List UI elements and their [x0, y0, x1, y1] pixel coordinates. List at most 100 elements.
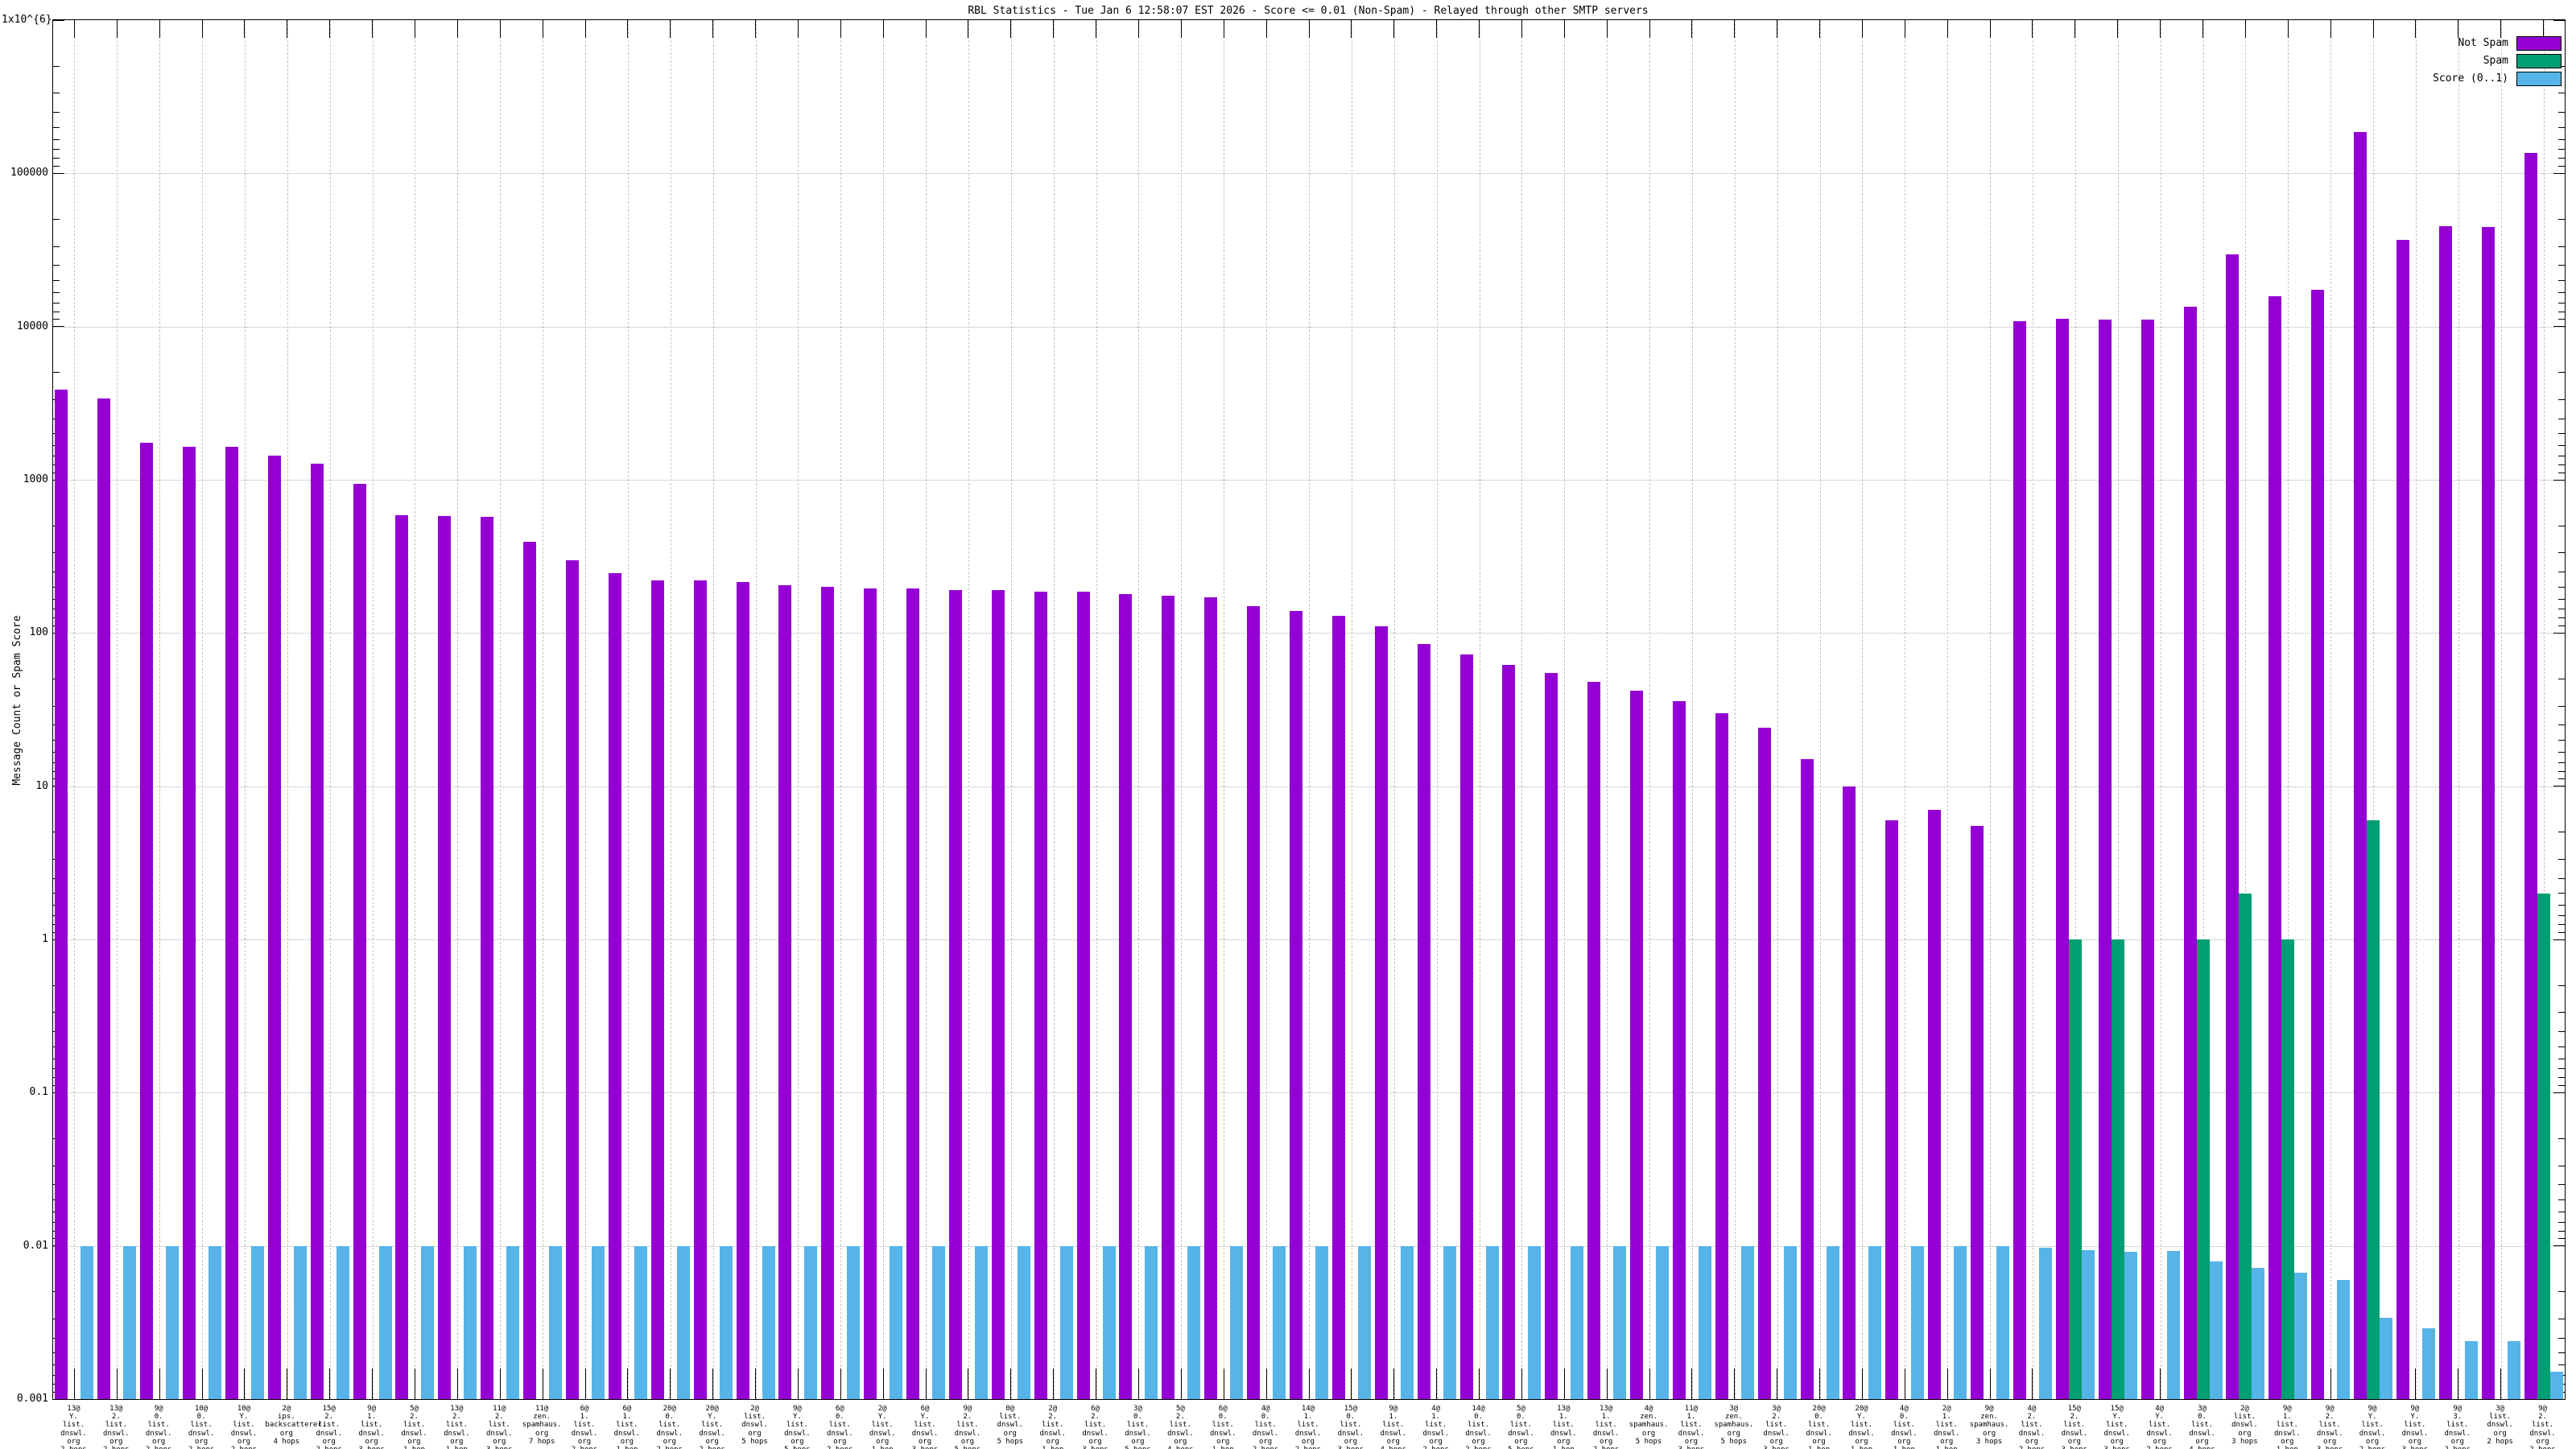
x-gridline	[1309, 20, 1310, 1399]
x-tick-label: 4@0.list.dnswl.org1 hop	[1883, 1405, 1926, 1449]
bar-score	[208, 1246, 221, 1399]
x-gridline	[1521, 20, 1522, 1399]
bar-not-spam	[821, 587, 834, 1399]
y-minor-tick-right	[2558, 752, 2565, 753]
x-tick-bottom	[798, 1368, 799, 1399]
x-tick-top	[1266, 20, 1267, 38]
bar-not-spam	[1502, 665, 1515, 1399]
x-tick-top	[1436, 20, 1437, 38]
y-minor-tick-right	[2558, 985, 2565, 986]
x-tick-top	[2415, 20, 2416, 38]
bar-score	[2167, 1251, 2180, 1399]
bar-score	[932, 1246, 945, 1399]
x-tick-bottom	[1607, 1368, 1608, 1399]
y-minor-tick-left	[53, 112, 60, 113]
bar-not-spam	[1247, 606, 1260, 1399]
x-tick-label: 4@zen.spamhaus.org5 hops	[1628, 1405, 1670, 1446]
y-tick-label: 1x10^{6}	[2, 14, 48, 26]
y-major-tick-right	[2553, 326, 2565, 327]
x-tick-label: 6@1.list.dnswl.org1 hop	[605, 1405, 648, 1449]
bar-score	[1443, 1246, 1456, 1399]
bar-not-spam	[1119, 594, 1132, 1399]
x-tick-top	[1564, 20, 1565, 38]
bar-not-spam	[55, 390, 68, 1399]
y-minor-tick-right	[2558, 893, 2565, 894]
bar-not-spam	[1034, 592, 1047, 1399]
x-tick-top	[2160, 20, 2161, 38]
x-tick-bottom	[74, 1368, 75, 1399]
bar-score	[2422, 1328, 2435, 1399]
bar-not-spam	[395, 515, 408, 1399]
x-gridline	[1607, 20, 1608, 1399]
x-tick-label: 14@1.list.dnswl.org2 hops	[1287, 1405, 1330, 1449]
x-gridline	[713, 20, 714, 1399]
bar-score	[1018, 1246, 1030, 1399]
y-minor-tick-right	[2558, 724, 2565, 725]
x-tick-bottom	[585, 1368, 586, 1399]
x-tick-label: 15@0.list.dnswl.org3 hops	[1329, 1405, 1372, 1449]
bar-not-spam	[183, 447, 196, 1399]
bar-not-spam	[2013, 321, 2026, 1399]
x-gridline	[500, 20, 501, 1399]
x-tick-top	[585, 20, 586, 38]
y-minor-tick-right	[2558, 1077, 2565, 1078]
x-tick-label: 9@1.list.dnswl.org3 hops	[350, 1405, 393, 1449]
bar-not-spam	[2482, 227, 2495, 1399]
bar-not-spam	[651, 580, 664, 1399]
bar-score	[1315, 1246, 1328, 1399]
bar-not-spam	[1204, 597, 1217, 1399]
bar-not-spam	[2396, 240, 2409, 1399]
x-tick-top	[2117, 20, 2118, 38]
bar-not-spam	[1630, 691, 1643, 1399]
x-tick-label: 5@2.list.dnswl.org4 hops	[1159, 1405, 1202, 1449]
x-tick-label: 2@list.dnswl.org3 hops	[2223, 1405, 2266, 1446]
x-tick-top	[2500, 20, 2501, 38]
bar-score	[1613, 1246, 1626, 1399]
x-tick-bottom	[2330, 1368, 2331, 1399]
x-tick-label: 20@Y.list.dnswl.org2 hops	[691, 1405, 733, 1449]
bar-score	[720, 1246, 733, 1399]
x-tick-label: 6@Y.list.dnswl.org3 hops	[904, 1405, 947, 1449]
y-major-tick-left	[53, 20, 64, 21]
x-tick-bottom	[1990, 1368, 1991, 1399]
x-tick-top	[883, 20, 884, 38]
bar-score	[1784, 1246, 1797, 1399]
x-tick-top	[2245, 20, 2246, 38]
x-gridline	[883, 20, 884, 1399]
bar-score	[2124, 1252, 2137, 1399]
bar-score	[506, 1246, 519, 1399]
x-gridline	[1266, 20, 1267, 1399]
bar-spam	[2537, 894, 2550, 1399]
x-tick-top	[244, 20, 245, 38]
y-minor-tick-right	[2558, 292, 2565, 293]
bar-score	[549, 1246, 562, 1399]
y-minor-tick-right	[2558, 1364, 2565, 1365]
x-tick-label: 14@0.list.dnswl.org2 hops	[1457, 1405, 1500, 1449]
x-gridline	[1735, 20, 1736, 1399]
bar-score	[1528, 1246, 1541, 1399]
x-tick-top	[159, 20, 160, 38]
y-major-tick-right	[2553, 173, 2565, 174]
bar-score	[1741, 1246, 1754, 1399]
bar-score	[1401, 1246, 1414, 1399]
y-minor-tick-right	[2558, 280, 2565, 281]
y-minor-tick-right	[2558, 158, 2565, 159]
bar-score	[634, 1246, 647, 1399]
bar-not-spam	[1077, 592, 1090, 1399]
x-tick-top	[2074, 20, 2075, 38]
bar-score	[847, 1246, 860, 1399]
x-tick-bottom	[1393, 1368, 1394, 1399]
bar-score	[294, 1246, 307, 1399]
bar-not-spam	[523, 542, 536, 1399]
bar-score	[1358, 1246, 1371, 1399]
bar-score	[1145, 1246, 1158, 1399]
x-gridline	[1692, 20, 1693, 1399]
x-tick-label: 13@1.list.dnswl.org1 hop	[1542, 1405, 1585, 1449]
y-minor-tick-right	[2558, 112, 2565, 113]
bar-score	[2465, 1341, 2478, 1399]
x-tick-label: 9@2.list.dnswl.org3 hops	[2309, 1405, 2351, 1449]
y-tick-label: 0.1	[2, 1086, 48, 1098]
y-minor-tick-left	[53, 149, 60, 150]
legend-swatch-spam	[2516, 54, 2562, 68]
y-minor-tick-right	[2558, 166, 2565, 167]
